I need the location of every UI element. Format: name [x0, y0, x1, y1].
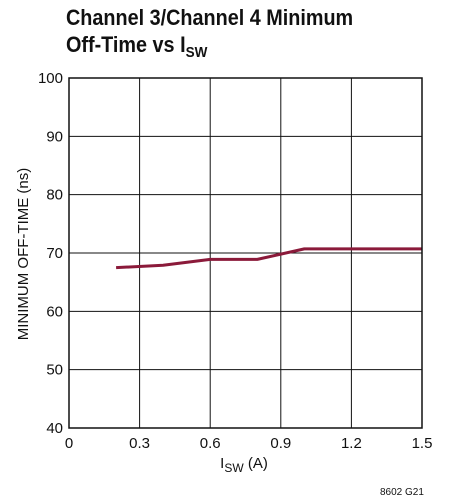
plot-frame	[68, 77, 423, 429]
y-tick-label: 100	[38, 70, 63, 87]
tick-labels: 0 0.3 0.6 0.9 1.2 1.5 40 50 60 70 80 90 100	[38, 70, 432, 452]
x-tick-label: 1.2	[341, 435, 362, 452]
x-tick-label: 0.6	[200, 435, 221, 452]
y-tick-label: 50	[46, 362, 63, 379]
x-tick-label: 1.5	[412, 435, 433, 452]
y-axis-label: MINIMUM OFF-TIME (ns)	[15, 168, 32, 340]
x-axis-label-main: I	[220, 455, 224, 472]
x-tick-label: 0.9	[270, 435, 291, 452]
figure-code: 8602 G21	[380, 487, 424, 498]
chart-title-line2-main: Off-Time vs I	[66, 32, 186, 57]
chart-title-line2-subscript: SW	[185, 44, 208, 61]
x-axis-label-subscript: SW	[224, 461, 244, 475]
chart-title: Channel 3/Channel 4 Minimum Off-Time vs …	[66, 4, 408, 61]
y-tick-label: 80	[46, 187, 63, 204]
series-line	[116, 247, 422, 270]
chart-title-line2: Off-Time vs ISW	[66, 31, 408, 61]
y-tick-label: 40	[46, 420, 63, 437]
x-axis-label-unit: (A)	[244, 455, 268, 472]
y-tick-label: 90	[46, 128, 63, 145]
x-tick-label: 0	[65, 435, 73, 452]
chart-title-line1: Channel 3/Channel 4 Minimum	[66, 5, 354, 30]
y-tick-label: 70	[46, 245, 63, 262]
grid	[69, 78, 422, 428]
y-tick-label: 60	[46, 303, 63, 320]
x-tick-label: 0.3	[129, 435, 150, 452]
x-axis-label: ISW (A)	[220, 455, 268, 475]
